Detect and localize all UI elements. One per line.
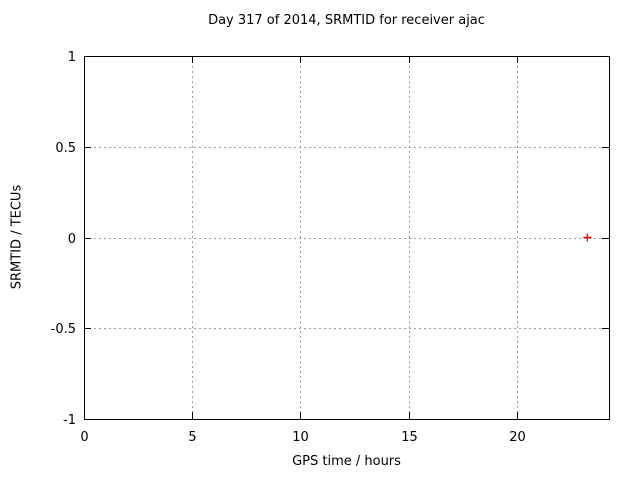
x-tick-label: 15 (401, 430, 418, 445)
x-tick-label: 0 (80, 430, 88, 445)
y-tick-label: 1 (68, 50, 76, 65)
x-axis-label: GPS time / hours (292, 454, 401, 469)
y-tick-label: 0.5 (55, 141, 76, 156)
x-tick-label: 5 (188, 430, 196, 445)
data-point-marker (583, 233, 592, 242)
y-tick-label: 0 (68, 232, 76, 247)
y-tick-label: -0.5 (51, 322, 76, 337)
chart-title: Day 317 of 2014, SRMTID for receiver aja… (208, 13, 485, 28)
y-tick-label: -1 (63, 413, 76, 428)
x-tick-label: 10 (292, 430, 309, 445)
y-axis-label: SRMTID / TECUs (9, 184, 25, 290)
x-tick-label: 20 (509, 430, 526, 445)
